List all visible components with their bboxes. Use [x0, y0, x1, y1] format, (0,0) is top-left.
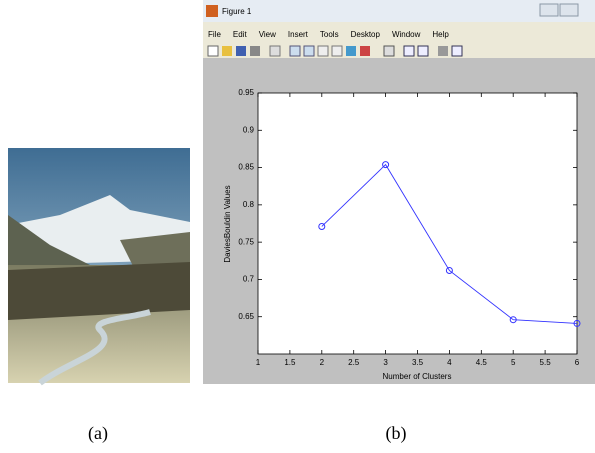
window-title: Figure 1	[222, 7, 252, 16]
x-tick-label: 5.5	[540, 358, 552, 367]
menu-bar: File Edit View Insert Tools Desktop Window Help	[208, 30, 449, 39]
x-tick-label: 3.5	[412, 358, 424, 367]
y-tick-label: 0.65	[238, 312, 254, 321]
x-tick-label: 4.5	[476, 358, 488, 367]
x-tick-label: 4	[447, 358, 452, 367]
menu-item[interactable]: Insert	[288, 30, 309, 39]
y-tick-label: 0.85	[238, 163, 254, 172]
menu-item[interactable]: Desktop	[351, 30, 381, 39]
minimize-button[interactable]	[540, 4, 558, 16]
x-tick-label: 6	[575, 358, 580, 367]
menu-item[interactable]: Edit	[233, 30, 248, 39]
menu-item[interactable]: Help	[432, 30, 449, 39]
menu-item[interactable]: View	[259, 30, 276, 39]
x-tick-label: 5	[511, 358, 516, 367]
figure-window: Figure 1 File Edit View Insert Tools Desktop W…	[203, 0, 595, 384]
x-tick-label: 1	[256, 358, 261, 367]
x-axis-label: Number of Clusters	[383, 372, 452, 381]
y-tick-label: 0.95	[238, 88, 254, 97]
y-tick-label: 0.75	[238, 237, 254, 246]
photo	[8, 148, 190, 383]
y-tick-label: 0.8	[243, 200, 255, 209]
y-tick-label: 0.7	[243, 275, 255, 284]
caption: (b)	[386, 423, 407, 444]
maximize-button[interactable]	[560, 4, 578, 16]
menu-item[interactable]: File	[208, 30, 221, 39]
y-axis-label: DaviesBouldin Values	[223, 185, 232, 262]
figure: Figure 1 File Edit View Insert Tools Desktop W…	[0, 0, 595, 448]
x-tick-label: 1.5	[284, 358, 296, 367]
y-tick-label: 0.9	[243, 125, 255, 134]
menu-item[interactable]: Window	[392, 30, 421, 39]
x-tick-label: 2	[320, 358, 325, 367]
caption: (a)	[88, 423, 108, 444]
x-tick-label: 2.5	[348, 358, 360, 367]
menu-item[interactable]: Tools	[320, 30, 339, 39]
x-tick-label: 3	[383, 358, 388, 367]
axes	[258, 93, 577, 354]
